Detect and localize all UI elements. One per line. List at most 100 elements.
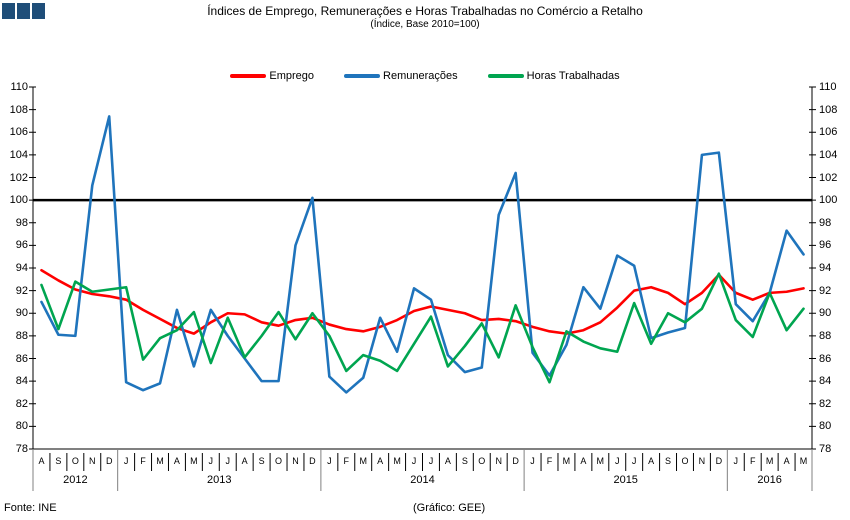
x-axis-month-label: J [631,456,637,466]
x-axis-month-label: F [546,456,553,466]
x-axis-month-label: M [156,456,164,466]
y-axis-label-left: 108 [9,103,28,116]
x-axis-month-label: M [562,456,571,466]
x-axis-month-label: F [749,456,756,466]
legend-item-horas-trabalhadas: Horas Trabalhadas [487,70,620,82]
credit-note: (Gráfico: GEE) [413,502,486,514]
y-axis-label-left: 104 [9,148,28,161]
x-axis-month-label: A [173,456,180,466]
x-axis-month-label: M [765,456,774,466]
y-axis-label-left: 80 [15,420,28,433]
chart-subtitle: (Índice, Base 2010=100) [370,19,480,30]
x-axis-month-label: O [681,456,689,466]
x-axis-month-label: N [292,456,299,466]
y-axis-label-left: 106 [9,126,28,139]
y-axis-label-right: 104 [819,148,838,161]
series-line-remunerações [40,115,805,394]
x-axis-month-label: J [733,456,739,466]
x-axis-month-label: S [55,456,62,466]
y-axis-label-left: 88 [15,329,28,342]
x-axis-month-label: O [275,456,283,466]
x-axis-month-label: D [105,456,113,466]
x-axis-month-label: J [123,456,129,466]
y-axis-label-left: 86 [15,352,28,365]
x-axis-month-label: J [225,456,230,466]
x-axis-year-label: 2013 [207,474,232,486]
x-axis-month-label: A [783,456,790,466]
y-axis-label-right: 90 [819,307,832,320]
source-note: Fonte: INE [4,502,57,514]
x-axis-month-label: A [444,456,451,466]
y-axis-label-left: 84 [15,375,28,388]
x-axis-year-label: 2014 [410,474,435,486]
x-axis-month-label: J [208,456,214,466]
y-axis-label-right: 80 [819,420,832,433]
x-axis-month-label: N [698,456,706,466]
x-axis-month-label: O [71,456,79,466]
chart-title: Índices de Emprego, Remunerações e Horas… [207,4,643,18]
x-axis-month-label: S [461,456,468,466]
x-axis-month-label: A [377,456,384,466]
legend-item-remuneracoes: Remunerações [344,70,458,82]
x-axis-month-label: M [799,456,808,466]
x-axis-month-label: J [428,456,434,466]
x-axis-month-label: F [140,456,146,466]
x-axis-year-label: 2012 [63,474,88,486]
logo-square [2,3,15,19]
x-axis-month-label: D [309,456,316,466]
y-axis-label-right: 108 [819,103,838,116]
y-axis-label-right: 92 [819,284,832,297]
x-axis-month-label: J [327,456,332,466]
series-line-horas-trabalhadas [40,272,805,384]
x-axis-year-label: 2016 [757,474,782,486]
x-axis-month-label: A [38,456,45,466]
y-axis-label-left: 102 [9,171,28,184]
x-axis-month-label: J [411,456,417,466]
x-axis-month-label: S [258,456,265,466]
y-axis-label-left: 98 [15,216,28,229]
x-axis-month-label: A [648,456,655,466]
x-axis-month-label: J [614,456,620,466]
legend-label: Horas Trabalhadas [526,70,620,82]
x-axis-month-label: D [715,456,723,466]
y-axis-label-left: 94 [15,262,28,274]
x-axis-month-label: D [512,456,519,466]
y-axis-label-left: 96 [15,239,28,252]
chart-legend: Emprego Remunerações Horas Trabalhadas [0,70,850,82]
y-axis-label-right: 84 [819,375,832,388]
y-axis-label-left: 92 [15,284,28,297]
x-axis-month-label: A [580,456,587,466]
y-axis-label-right: 106 [819,126,838,139]
y-axis-label-left: 78 [15,443,28,455]
series-line-emprego [40,268,805,335]
y-axis-label-left: 110 [10,81,28,93]
legend-line-swatch [487,74,524,78]
x-axis-month-label: F [343,456,350,466]
y-axis-label-right: 78 [819,443,832,455]
x-axis-month-label: N [495,456,502,466]
legend-label: Emprego [269,70,315,82]
y-axis-label-right: 94 [819,262,832,274]
x-axis-month-label: M [359,456,367,466]
x-axis-month-label: M [190,456,198,466]
y-axis-label-right: 110 [819,81,837,93]
y-axis-label-left: 100 [9,194,28,207]
x-axis-month-label: M [596,456,605,466]
x-axis-month-label: N [89,456,96,466]
x-axis-year-label: 2015 [613,474,638,486]
x-axis-month-label: A [241,456,248,466]
y-axis-label-right: 100 [819,194,838,207]
y-axis-label-left: 90 [15,307,28,320]
y-axis-label-right: 102 [819,171,838,184]
logo [2,3,45,19]
y-axis-label-right: 82 [819,397,832,410]
y-axis-label-right: 96 [819,239,832,252]
y-axis-label-right: 98 [819,216,832,229]
x-axis-month-label: S [665,456,672,466]
legend-line-swatch [344,74,381,78]
logo-square [17,3,30,19]
y-axis-label-left: 82 [15,397,28,410]
legend-label: Remunerações [383,70,458,82]
